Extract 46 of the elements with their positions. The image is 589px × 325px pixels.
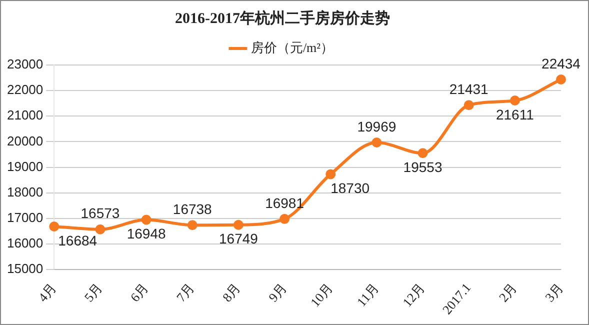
y-tick-label: 20000: [6, 133, 44, 148]
data-label: 19969: [357, 118, 396, 134]
x-tick-label: 4月: [35, 280, 60, 305]
point: [280, 214, 290, 224]
data-label: 16948: [126, 226, 166, 242]
x-tick-label: 12月: [399, 280, 428, 310]
point: [556, 74, 566, 84]
data-label: 16684: [58, 232, 98, 248]
y-tick-label: 16000: [6, 236, 44, 251]
data-label: 16573: [80, 205, 120, 222]
point: [464, 100, 474, 110]
x-tick-label: 8月: [219, 280, 244, 305]
x-tick-label: 3月: [542, 280, 566, 305]
data-label: 22434: [542, 55, 581, 72]
y-tick-label: 22000: [6, 82, 44, 98]
x-tick-label: 9月: [265, 280, 290, 305]
data-label: 16738: [172, 201, 212, 217]
point: [418, 148, 428, 158]
data-label: 16981: [265, 194, 304, 211]
y-tick-label: 19000: [6, 158, 44, 174]
y-tick-label: 21000: [6, 108, 44, 123]
data-label: 18730: [330, 180, 370, 196]
point: [372, 138, 382, 148]
y-tick-label: 23000: [6, 56, 44, 72]
legend-label: 房价（元/m²）: [250, 40, 334, 55]
data-label: 21611: [496, 106, 534, 122]
x-tick-label: 7月: [173, 280, 198, 305]
data-label: 16749: [218, 230, 258, 247]
x-tick-label: 11月: [354, 280, 382, 310]
y-tick-label: 18000: [6, 184, 44, 200]
point: [233, 220, 244, 230]
point: [95, 224, 106, 234]
x-tick-label: 2月: [496, 280, 520, 305]
y-tick-label: 15000: [6, 261, 44, 276]
chart-title: 2016-2017年杭州二手房房价走势: [175, 8, 390, 27]
x-tick-label: 5月: [81, 280, 106, 305]
data-label: 21431: [449, 80, 489, 97]
point: [326, 169, 336, 180]
point: [187, 220, 198, 230]
x-tick-label: 6月: [127, 280, 152, 305]
point: [49, 222, 60, 232]
x-tick-label: 10月: [307, 280, 336, 310]
data-label: 19553: [403, 159, 442, 176]
y-tick-label: 17000: [6, 210, 44, 226]
point: [510, 96, 520, 106]
point: [141, 214, 152, 225]
